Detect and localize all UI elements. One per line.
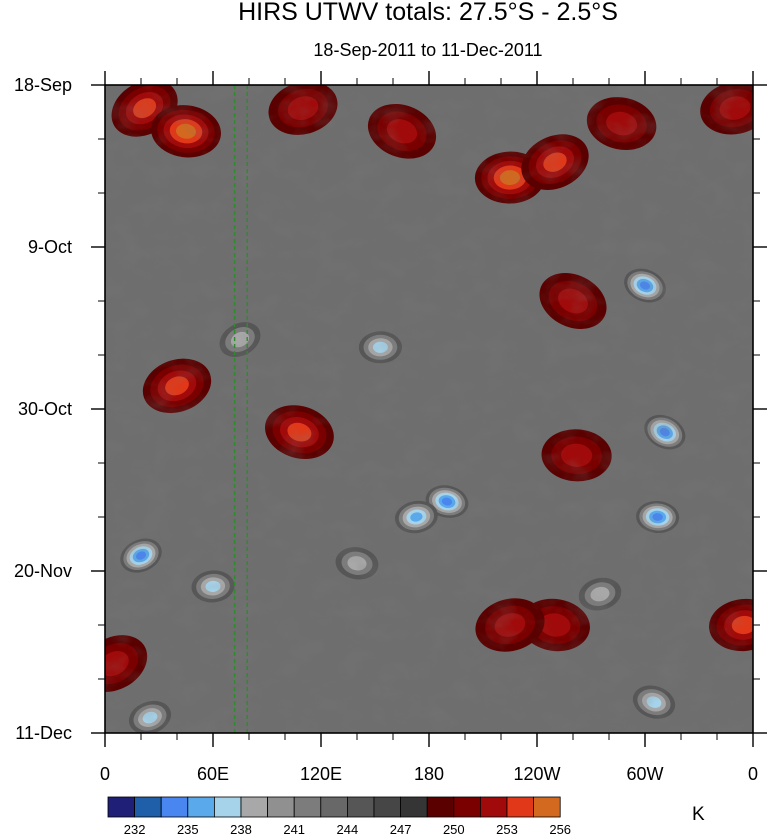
- colorbar-swatch: [160, 796, 189, 818]
- x-axis: 0 60E 120E 180 120W 60W 0: [100, 71, 758, 784]
- colorbar-label: 250: [443, 822, 465, 834]
- x-tick-label: 60E: [197, 764, 229, 784]
- y-tick-label: 9-Oct: [28, 237, 72, 257]
- y-tick-label: 18-Sep: [14, 75, 72, 95]
- colorbar-swatch: [107, 796, 136, 818]
- colorbar-swatch: [134, 796, 162, 818]
- x-tick-label: 0: [100, 764, 110, 784]
- colorbar-swatch: [320, 796, 348, 818]
- colorbar-label: 235: [177, 822, 199, 834]
- y-axis: 18-Sep 9-Oct 30-Oct 20-Nov 11-Dec: [14, 75, 767, 743]
- colorbar-swatch: [400, 796, 428, 818]
- x-tick-label: 120W: [513, 764, 560, 784]
- x-tick-label: 120E: [300, 764, 342, 784]
- colorbar-label: 232: [124, 822, 146, 834]
- colorbar-swatch: [346, 796, 375, 818]
- colorbar-label: 238: [230, 822, 252, 834]
- colorbar-label: 253: [496, 822, 518, 834]
- colorbar-swatch: [267, 796, 295, 818]
- x-tick-label: 180: [414, 764, 444, 784]
- colorbar-swatch: [426, 796, 455, 818]
- colorbar-swatch: [479, 796, 508, 818]
- colorbar-swatch: [373, 796, 402, 818]
- colorbar-swatch: [506, 796, 535, 818]
- colorbar-swatch: [187, 796, 215, 818]
- y-tick-label: 11-Dec: [15, 723, 72, 743]
- colorbar-label: 244: [337, 822, 359, 834]
- x-tick-label: 0: [748, 764, 758, 784]
- colorbar-label: 247: [390, 822, 412, 834]
- colorbar: 232 235 238 241 244 247 250 253 256: [107, 796, 571, 834]
- colorbar-swatch: [240, 796, 269, 818]
- colorbar-label: 241: [283, 822, 305, 834]
- colorbar-unit: K: [692, 804, 705, 825]
- colorbar-swatch: [453, 796, 481, 818]
- colorbar-swatch: [213, 796, 242, 818]
- colorbar-label: 256: [549, 822, 571, 834]
- chart-title: HIRS UTWV totals: 27.5°S - 2.5°S: [238, 0, 618, 26]
- colorbar-swatch: [533, 796, 561, 818]
- plot-area: [105, 85, 753, 733]
- colorbar-swatch: [293, 796, 322, 818]
- reference-lines: [233, 85, 248, 733]
- chart-subtitle: 18-Sep-2011 to 11-Dec-2011: [313, 40, 543, 60]
- y-tick-label: 20-Nov: [14, 561, 72, 581]
- x-tick-label: 60W: [626, 764, 663, 784]
- y-tick-label: 30-Oct: [18, 399, 72, 419]
- texture-overlay: [105, 85, 753, 733]
